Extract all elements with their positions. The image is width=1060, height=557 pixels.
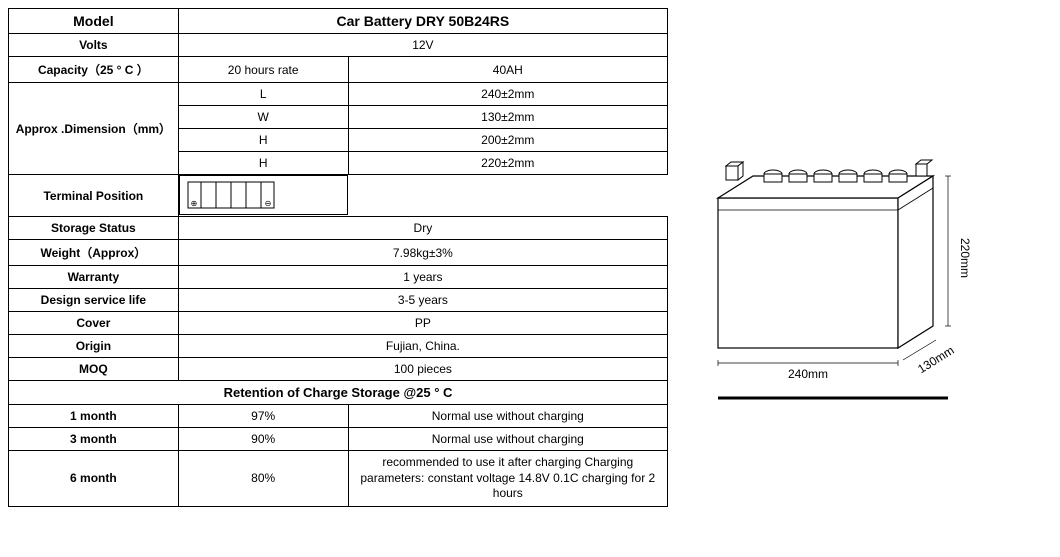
terminal-label: Terminal Position	[9, 175, 179, 217]
ret-0-note: Normal use without charging	[348, 405, 667, 428]
ret-1-note: Normal use without charging	[348, 428, 667, 451]
moq-row: MOQ 100 pieces	[9, 358, 668, 381]
warranty-row: Warranty 1 years	[9, 266, 668, 289]
service-value: 3-5 years	[178, 289, 667, 312]
dimensions-label: Approx .Dimension（mm）	[9, 83, 179, 175]
page-container: Model Car Battery DRY 50B24RS Volts 12V …	[0, 0, 1060, 515]
capacity-row: Capacity（25 ° C ） 20 hours rate 40AH	[9, 57, 668, 83]
retention-header-row: Retention of Charge Storage @25 ° C	[9, 381, 668, 405]
header-row: Model Car Battery DRY 50B24RS	[9, 9, 668, 34]
origin-row: Origin Fujian, China.	[9, 335, 668, 358]
warranty-label: Warranty	[9, 266, 179, 289]
svg-text:⊖: ⊖	[264, 199, 271, 208]
weight-row: Weight（Approx） 7.98kg±3%	[9, 240, 668, 266]
dim-0-val: 240±2mm	[348, 83, 667, 106]
terminal-row: Terminal Position ⊕ ⊖	[9, 175, 668, 217]
model-label: Model	[9, 9, 179, 34]
ret-2-note: recommended to use it after charging Cha…	[348, 451, 667, 507]
service-row: Design service life 3-5 years	[9, 289, 668, 312]
service-label: Design service life	[9, 289, 179, 312]
retention-header: Retention of Charge Storage @25 ° C	[9, 381, 668, 405]
ret-0-pct: 97%	[178, 405, 348, 428]
dim-1-key: W	[178, 106, 348, 129]
model-value: Car Battery DRY 50B24RS	[178, 9, 667, 34]
storage-row: Storage Status Dry	[9, 217, 668, 240]
storage-label: Storage Status	[9, 217, 179, 240]
dim-0-key: L	[178, 83, 348, 106]
cover-value: PP	[178, 312, 667, 335]
weight-label: Weight（Approx）	[9, 240, 179, 266]
spec-table: Model Car Battery DRY 50B24RS Volts 12V …	[8, 8, 668, 507]
ret-2-period: 6 month	[9, 451, 179, 507]
dim-3-val: 220±2mm	[348, 152, 667, 175]
retention-row-2: 6 month 80% recommended to use it after …	[9, 451, 668, 507]
dim-1-val: 130±2mm	[348, 106, 667, 129]
terminal-diagram-cell: ⊕ ⊖	[179, 175, 348, 215]
volts-value: 12V	[178, 34, 667, 57]
height-dim-label: 220mm	[958, 238, 972, 278]
warranty-value: 1 years	[178, 266, 667, 289]
moq-label: MOQ	[9, 358, 179, 381]
width-dim-label: 240mm	[788, 367, 828, 381]
origin-value: Fujian, China.	[178, 335, 667, 358]
ret-2-pct: 80%	[178, 451, 348, 507]
ret-1-period: 3 month	[9, 428, 179, 451]
dim-row-0: Approx .Dimension（mm） L 240±2mm	[9, 83, 668, 106]
retention-row-0: 1 month 97% Normal use without charging	[9, 405, 668, 428]
depth-dim-label: 130mm	[915, 343, 956, 376]
dim-3-key: H	[178, 152, 348, 175]
moq-value: 100 pieces	[178, 358, 667, 381]
dim-2-key: H	[178, 129, 348, 152]
svg-text:⊕: ⊕	[190, 199, 197, 208]
capacity-rate: 20 hours rate	[178, 57, 348, 83]
ret-0-period: 1 month	[9, 405, 179, 428]
volts-label: Volts	[9, 34, 179, 57]
battery-illustration: 220mm 240mm 130mm	[698, 8, 1018, 507]
ret-1-pct: 90%	[178, 428, 348, 451]
storage-value: Dry	[178, 217, 667, 240]
capacity-label: Capacity（25 ° C ）	[9, 57, 179, 83]
dim-2-val: 200±2mm	[348, 129, 667, 152]
origin-label: Origin	[9, 335, 179, 358]
battery-diagram-icon: 220mm 240mm 130mm	[698, 148, 988, 428]
terminal-position-icon: ⊕ ⊖	[186, 180, 276, 210]
capacity-value: 40AH	[348, 57, 667, 83]
cover-label: Cover	[9, 312, 179, 335]
cover-row: Cover PP	[9, 312, 668, 335]
retention-row-1: 3 month 90% Normal use without charging	[9, 428, 668, 451]
volts-row: Volts 12V	[9, 34, 668, 57]
weight-value: 7.98kg±3%	[178, 240, 667, 266]
